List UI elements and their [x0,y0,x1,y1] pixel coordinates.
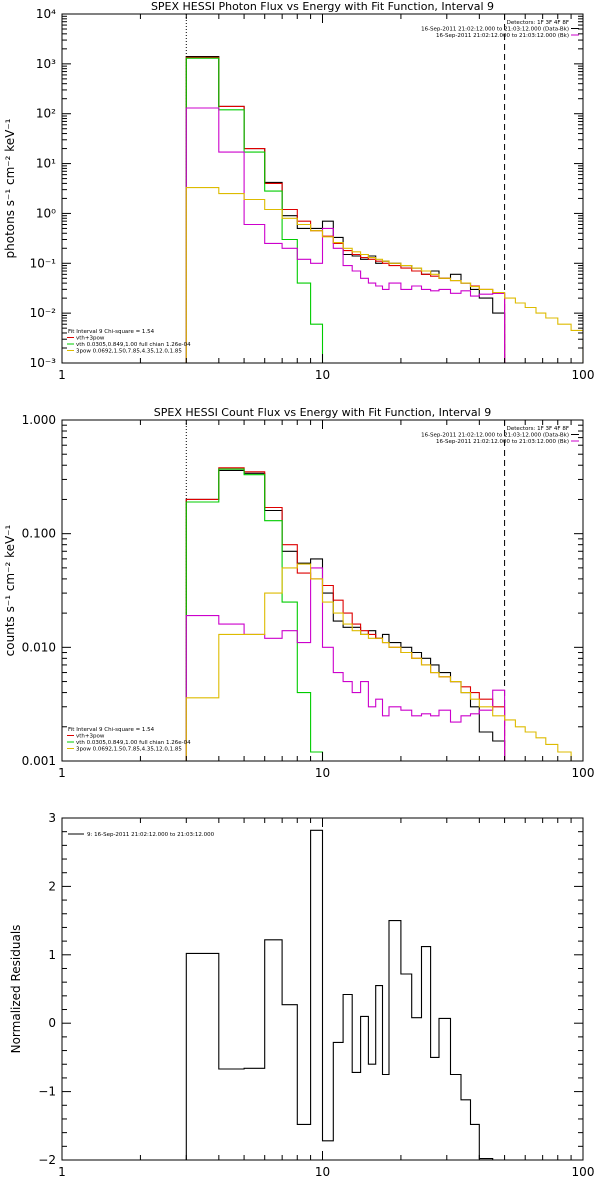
legend-text: vth+3pow [76,336,105,342]
y-tick-label: 10⁰ [36,206,56,220]
y-tick-label: 10² [36,107,56,121]
series-data [185,469,506,761]
series-vth [185,468,324,761]
legend-text: 3pow 0.0692,1.50,7.85,4.35,12.0,1.85 [76,349,182,355]
y-tick-label: 10³ [36,57,56,71]
legend-text: Detectors: 1F 3F 4F 8F [507,426,569,432]
x-tick-label: 100 [572,766,595,780]
x-tick-label: 1 [58,766,66,780]
y-tick-label: 0.010 [22,640,56,654]
legend-text: Detectors: 1F 3F 4F 8F [507,20,569,26]
chart-title: SPEX HESSI Count Flux vs Energy with Fit… [154,406,491,419]
legend-text: 16-Sep-2011 21:02:12.000 to 21:03:12.000… [421,433,569,439]
series-power_law [185,187,583,363]
legend-text: 9: 16-Sep-2011 21:02:12.000 to 21:03:12.… [87,832,215,838]
series-bkg [185,107,506,363]
series-vth [185,57,324,363]
data-series-group [185,56,583,363]
x-tick-label: 10 [315,1165,330,1179]
legend-text: vth 0.0305,0.849,1.00 full chian 1.26e-0… [76,740,191,746]
y-axis-label: photons s⁻¹ cm⁻² keV⁻¹ [3,118,17,258]
x-tick-label: 10 [315,766,330,780]
legend-text: vth 0.0305,0.849,1.00 full chian 1.26e-0… [76,342,191,348]
x-tick-label: 100 [572,1165,595,1179]
data-series-group [185,467,583,761]
y-tick-label: 2 [48,879,56,893]
y-tick-label: 10⁻³ [30,356,57,370]
y-tick-label: 1 [48,948,56,962]
series-residuals [185,829,505,1160]
legend-text: 16-Sep-2011 21:02:12.000 to 21:03:12.000… [436,33,569,39]
series-data [185,56,506,363]
y-tick-label: −2 [38,1153,56,1167]
legend-text: 16-Sep-2011 21:02:12.000 to 21:03:12.000… [436,439,569,445]
y-axis-label: Normalized Residuals [9,925,23,1054]
legend-text: 16-Sep-2011 21:02:12.000 to 21:03:12.000… [421,27,569,33]
legend-text: Fit Interval 9 Chi-square = 1.54 [68,727,155,733]
photon-flux-panel: 1 10 100 10⁻³ 10⁻² 10⁻¹ 10⁰ 10¹ 10² 10³ 10⁴ SPEX HE… [3,0,594,382]
residuals-panel: 1 10 100 −2 −1 0 1 2 3 Normalized Residuals 9: 16-… [9,811,594,1179]
y-axis-label: counts s⁻¹ cm⁻² keV⁻¹ [3,524,17,656]
chart-title: SPEX HESSI Photon Flux vs Energy with Fi… [151,0,494,13]
data-series-group [185,829,505,1160]
y-tick-label: 1.000 [22,413,56,427]
x-tick-label: 1 [58,368,66,382]
series-bkg [185,567,506,761]
series-total_fit [185,467,506,761]
y-tick-label: 10¹ [36,157,56,171]
legend-text: 3pow 0.0692,1.50,7.85,4.35,12.0,1.85 [76,747,182,753]
x-tick-label: 100 [572,368,595,382]
count-flux-panel: 1 10 100 0.001 0.010 0.100 1.000 SPEX HESSI Cou… [3,406,594,780]
y-tick-label: 10⁴ [36,7,56,21]
series-power_law [185,563,583,761]
legend-text: Fit Interval 9 Chi-square = 1.54 [68,329,155,335]
x-tick-label: 1 [58,1165,66,1179]
y-tick-label: 0.100 [22,527,56,541]
series-total_fit [185,56,506,363]
y-tick-label: 0 [48,1016,56,1030]
y-tick-label: 10⁻¹ [30,256,57,270]
y-tick-label: 0.001 [22,754,56,768]
y-tick-label: 3 [48,811,56,825]
x-tick-label: 10 [315,368,330,382]
legend-text: vth+3pow [76,734,105,740]
y-tick-label: 10⁻² [30,306,57,320]
y-tick-label: −1 [38,1085,56,1099]
